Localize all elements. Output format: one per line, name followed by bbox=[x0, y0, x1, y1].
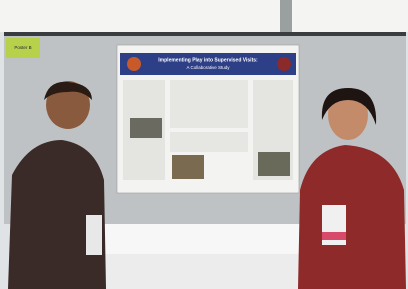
pillar bbox=[280, 0, 292, 32]
poster-subtitle: A Collaborative Study bbox=[186, 65, 230, 70]
logo bbox=[277, 57, 291, 71]
photo: Poster B Implementing Play into Supervis… bbox=[0, 0, 408, 289]
poster-photo bbox=[130, 118, 162, 138]
table-skirt bbox=[105, 254, 305, 289]
poster-header bbox=[120, 53, 296, 75]
logo bbox=[127, 57, 141, 71]
poster-title: Implementing Play into Supervised Visits… bbox=[158, 57, 258, 63]
table-top bbox=[105, 224, 305, 254]
page: Poster B Implementing Play into Supervis… bbox=[0, 0, 408, 289]
sticker-label: Poster B bbox=[14, 45, 31, 50]
poster-photo bbox=[172, 155, 204, 179]
poster-photo bbox=[258, 152, 290, 176]
window-area bbox=[0, 0, 408, 32]
